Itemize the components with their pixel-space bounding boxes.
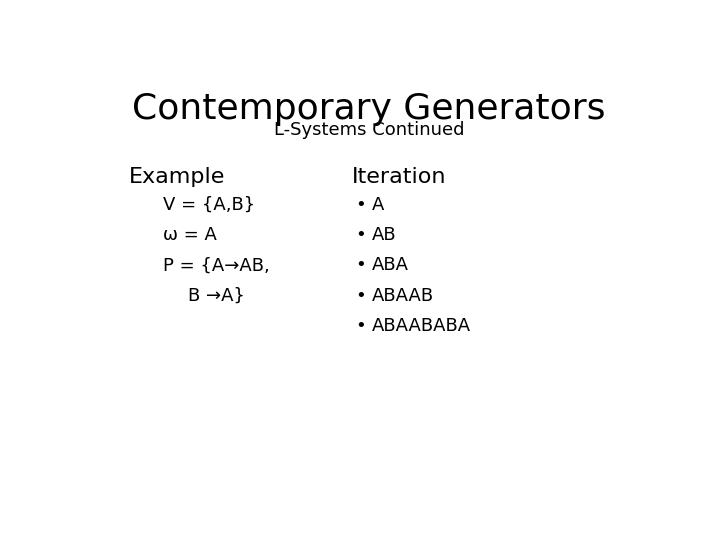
Text: P = {A→AB,: P = {A→AB, <box>163 256 269 274</box>
Text: •: • <box>355 226 366 244</box>
Text: V = {A,B}: V = {A,B} <box>163 196 255 214</box>
Text: ABA: ABA <box>372 256 409 274</box>
Text: Iteration: Iteration <box>352 167 446 187</box>
Text: AB: AB <box>372 226 397 244</box>
Text: L-Systems Continued: L-Systems Continued <box>274 121 464 139</box>
Text: •: • <box>355 196 366 214</box>
Text: •: • <box>355 317 366 335</box>
Text: A: A <box>372 196 384 214</box>
Text: ABAABABA: ABAABABA <box>372 317 471 335</box>
Text: •: • <box>355 256 366 274</box>
Text: Contemporary Generators: Contemporary Generators <box>132 92 606 126</box>
Text: ABAAB: ABAAB <box>372 287 434 305</box>
Text: •: • <box>355 287 366 305</box>
Text: Example: Example <box>129 167 225 187</box>
Text: ω = A: ω = A <box>163 226 217 244</box>
Text: B →A}: B →A} <box>188 287 245 305</box>
